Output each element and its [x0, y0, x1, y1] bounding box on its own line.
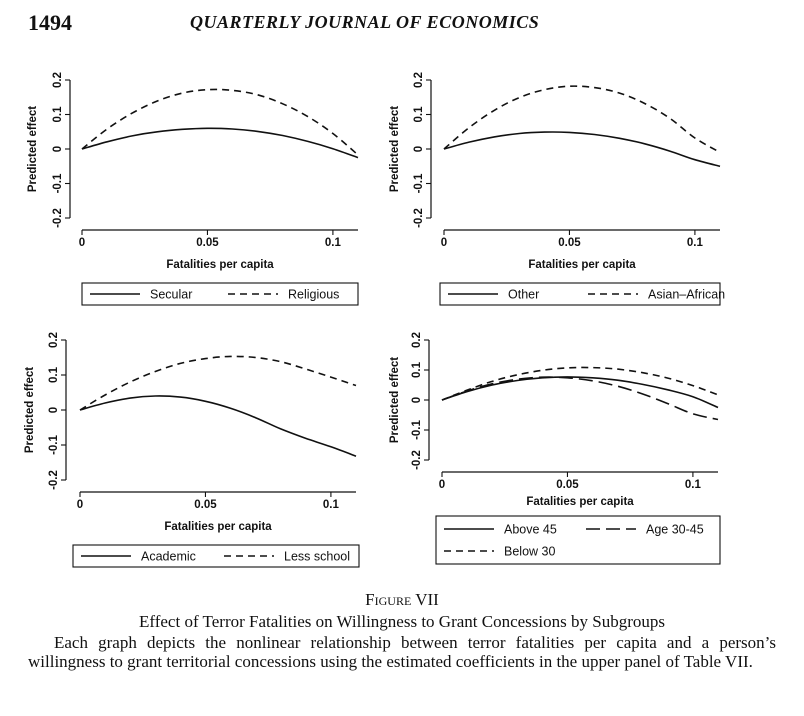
legend-label: Secular: [150, 288, 192, 302]
legend-label: Other: [508, 288, 539, 302]
legend-box: [72, 544, 360, 568]
legend-label: Age 30-45: [646, 523, 704, 537]
y-tick-label: -0.2: [413, 208, 425, 228]
x-tick-label: 0: [77, 499, 83, 511]
figure-title: Effect of Terror Fatalities on Willingne…: [138, 612, 665, 631]
y-tick-label: 0.1: [52, 106, 64, 123]
y-axis-title: Predicted effect: [24, 367, 36, 453]
y-tick-label: 0.2: [52, 72, 64, 88]
series-line-asian-african: [443, 85, 721, 154]
legend-label: Asian–African: [648, 288, 725, 302]
y-tick-label: 0.2: [411, 332, 423, 348]
series-line-religious: [81, 88, 359, 156]
series-line-academic: [79, 395, 357, 457]
legend-box: [439, 282, 721, 306]
chart-panel-3: -0.2 -0.1 0 0.1 0.2 0 0.05 0.1 Predicted effect F…: [24, 332, 360, 568]
y-tick-label: -0.1: [413, 173, 425, 193]
series-line-less-school: [79, 355, 357, 411]
series-line-above-45: [441, 376, 719, 409]
y-tick-label: -0.2: [52, 208, 64, 228]
x-axis-title: Fatalities per capita: [164, 521, 272, 533]
y-axis-title: Predicted effect: [389, 357, 401, 443]
legend-label: Above 45: [504, 523, 557, 537]
figure-graphic: -0.2 -0.1 0 0.1 0.2 0 0.05 0.1 Predicted effect F…: [24, 72, 725, 568]
y-tick-label: 0: [52, 146, 64, 152]
y-tick-label: 0: [48, 407, 60, 413]
x-tick-label: 0.1: [325, 237, 342, 249]
y-tick-label: 0.2: [413, 72, 425, 88]
x-tick-label: 0.1: [685, 479, 702, 491]
x-tick-label: 0.1: [687, 237, 704, 249]
x-tick-label: 0.1: [323, 499, 340, 511]
legend-box: [435, 515, 721, 565]
y-tick-label: 0.1: [411, 361, 423, 378]
legend-label: Religious: [288, 288, 339, 302]
y-tick-label: 0.1: [413, 106, 425, 123]
x-tick-label: 0.05: [194, 499, 217, 511]
y-tick-label: 0.1: [48, 366, 60, 383]
x-tick-label: 0.05: [556, 479, 579, 491]
legend-label: Below 30: [504, 545, 555, 559]
chart-panel-2: -0.2 -0.1 0 0.1 0.2 0 0.05 0.1 Predicted effect F…: [389, 72, 725, 306]
y-axis-title: Predicted effect: [389, 106, 401, 192]
x-tick-label: 0.05: [558, 237, 581, 249]
chart-panel-4: -0.2 -0.1 0 0.1 0.2 0 0.05 0.1 Predicted effect F…: [389, 332, 721, 565]
x-tick-label: 0: [439, 479, 445, 491]
y-tick-label: -0.2: [48, 470, 60, 490]
chart-panel-1: -0.2 -0.1 0 0.1 0.2 0 0.05 0.1 Predicted effect F…: [27, 72, 359, 306]
legend-label: Academic: [141, 550, 196, 564]
y-tick-label: -0.1: [52, 173, 64, 193]
x-tick-label: 0: [441, 237, 447, 249]
x-axis-title: Fatalities per capita: [528, 259, 636, 271]
x-axis-title: Fatalities per capita: [166, 259, 274, 271]
legend-box: [81, 282, 359, 306]
figure-caption: Each graph depicts the nonlinear relatio…: [28, 633, 776, 671]
page-number: 1494: [28, 10, 72, 35]
x-axis-title: Fatalities per capita: [526, 496, 634, 508]
x-tick-label: 0: [79, 237, 85, 249]
running-head: QUARTERLY JOURNAL OF ECONOMICS: [190, 12, 540, 32]
series-line-below-30: [441, 366, 719, 401]
y-axis-title: Predicted effect: [27, 106, 39, 192]
series-line-secular: [81, 127, 359, 159]
series-line-other: [443, 131, 721, 168]
series-line-age-30-45: [441, 376, 719, 421]
y-tick-label: 0: [413, 146, 425, 152]
legend-label: Less school: [284, 550, 350, 564]
y-tick-label: -0.1: [411, 419, 423, 439]
y-tick-label: -0.2: [411, 450, 423, 470]
y-tick-label: 0.2: [48, 332, 60, 348]
y-tick-label: 0: [411, 397, 423, 403]
y-tick-label: -0.1: [48, 434, 60, 454]
x-tick-label: 0.05: [196, 237, 219, 249]
figure-label: Figure VII: [365, 590, 439, 609]
